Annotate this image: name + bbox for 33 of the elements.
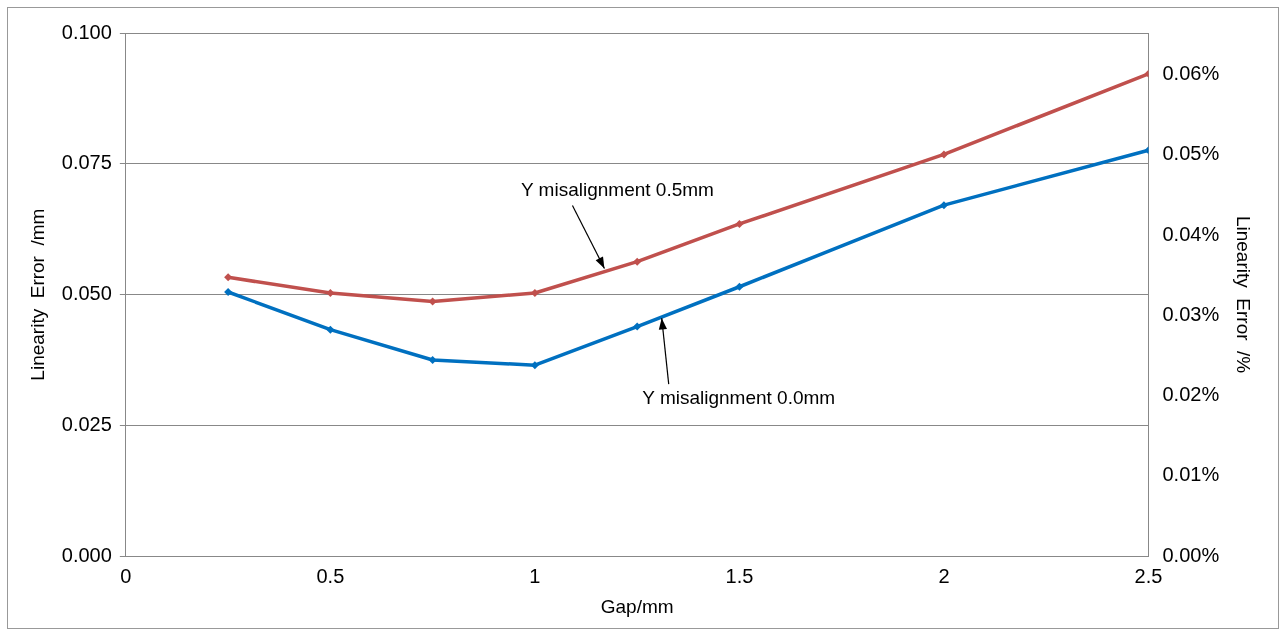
y-tick-label: 0.050: [61, 282, 112, 305]
y-tick-label: 0.000: [61, 543, 112, 566]
point: [735, 219, 744, 228]
point: [633, 322, 642, 331]
y2-tick-label: 0.01%: [1162, 463, 1220, 486]
annotation: Y misalignment 0.5mm: [521, 178, 714, 200]
y-axis-title: Linearity Error /mm: [26, 208, 48, 381]
y-tick-label: 0.025: [61, 412, 112, 435]
x-tick-label: 2: [938, 564, 950, 587]
point: [326, 289, 335, 298]
y-tick-label: 0.100: [61, 20, 112, 43]
x-tick-label: 2.5: [1134, 564, 1163, 587]
y2-axis-title: Linearity Error /%: [1233, 215, 1255, 374]
y2-tick-label: 0.00%: [1162, 543, 1220, 566]
point: [735, 282, 744, 291]
point: [326, 325, 335, 334]
x-tick-label: 1.5: [725, 564, 754, 587]
point: [939, 150, 948, 159]
y-tick-label: 0.075: [61, 151, 112, 174]
y2-tick-label: 0.06%: [1162, 62, 1220, 85]
y2-tick-label: 0.03%: [1162, 302, 1220, 325]
x-tick-label: 1: [529, 564, 541, 587]
x-tick-label: 0: [120, 564, 132, 587]
point: [224, 287, 233, 296]
y2-tick-label: 0.04%: [1162, 222, 1220, 245]
x-axis-title: Gap/mm: [600, 595, 674, 617]
point: [939, 201, 948, 210]
annotation: Y misalignment 0.0mm: [642, 387, 836, 409]
point: [428, 356, 437, 364]
y2-tick-label: 0.05%: [1162, 142, 1220, 165]
y2-tick-label: 0.02%: [1162, 383, 1220, 406]
x-tick-label: 0.5: [316, 564, 345, 587]
point: [633, 257, 642, 266]
